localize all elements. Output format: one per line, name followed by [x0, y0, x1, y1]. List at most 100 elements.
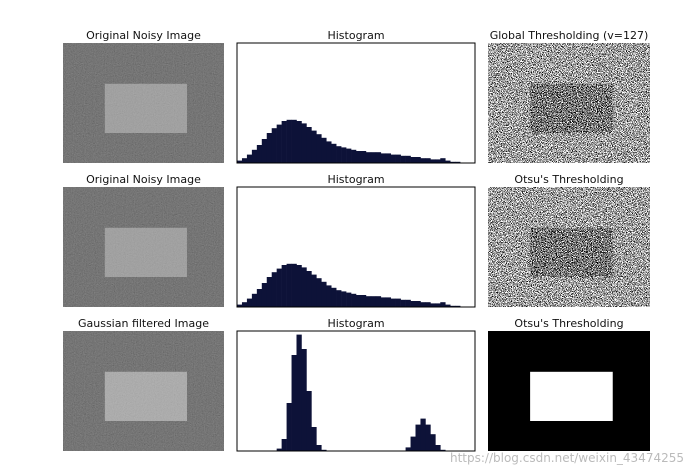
- histogram-bar: [281, 265, 287, 307]
- histogram-bar: [415, 424, 421, 451]
- histogram-bar: [286, 263, 292, 307]
- histogram-bar: [365, 152, 372, 163]
- histogram-bar: [395, 298, 401, 307]
- histogram-bar: [237, 304, 243, 307]
- histogram-bar: [261, 139, 268, 163]
- histogram-bar: [321, 449, 327, 451]
- histogram-bar: [410, 436, 416, 451]
- histogram-bar: [380, 153, 387, 163]
- image-noise: [104, 83, 187, 133]
- histogram-bar: [360, 151, 367, 163]
- panel-title: Histogram: [327, 29, 384, 42]
- histogram-bar: [246, 298, 253, 307]
- histogram-bar: [291, 355, 297, 451]
- histogram-bar: [251, 149, 258, 163]
- histogram-bar: [430, 159, 436, 163]
- histogram-bar: [440, 449, 446, 451]
- histogram-bar: [316, 134, 322, 163]
- histogram-bar: [311, 130, 317, 163]
- histogram-bar: [341, 147, 347, 163]
- histogram-bar: [356, 151, 362, 163]
- histogram-bar: [430, 434, 436, 451]
- histogram-bar: [370, 152, 377, 163]
- panel-title: Global Thresholding (v=127): [490, 29, 649, 42]
- histogram-bar: [296, 121, 302, 163]
- histogram-bar: [266, 277, 273, 307]
- image-noise: [104, 371, 187, 421]
- histogram-bar: [301, 123, 307, 163]
- histogram-bar: [291, 263, 297, 307]
- panel-title: Original Noisy Image: [86, 29, 201, 42]
- histogram-bar: [375, 296, 382, 307]
- plot-frame: [236, 42, 476, 164]
- histogram-bar: [256, 289, 263, 307]
- histogram-bar: [455, 161, 461, 163]
- histogram-bar: [296, 265, 302, 307]
- histogram-bar: [321, 137, 327, 163]
- histogram-bar: [351, 149, 357, 163]
- histogram-bar: [306, 271, 312, 307]
- panel-title: Gaussian filtered Image: [78, 317, 209, 330]
- histogram-bar: [405, 447, 411, 451]
- histogram-bar: [380, 297, 387, 307]
- histogram-bar: [425, 424, 431, 451]
- histogram-bar: [395, 154, 401, 163]
- histogram-bar: [450, 305, 456, 307]
- histogram-bar: [326, 285, 332, 307]
- histogram-bar: [331, 287, 337, 307]
- histogram-bar: [241, 302, 248, 307]
- histogram-bar: [425, 302, 431, 307]
- image-speckle: [530, 83, 613, 133]
- image-square: [530, 371, 613, 421]
- histogram-bar: [336, 146, 342, 163]
- histogram-bar: [450, 161, 456, 163]
- image-noise: [104, 227, 187, 277]
- histogram-bar: [435, 445, 441, 451]
- histogram-bar: [420, 302, 426, 307]
- panel-title: Otsu's Thresholding: [514, 317, 623, 330]
- histogram-bar: [415, 157, 421, 163]
- histogram-bar: [291, 119, 297, 163]
- histogram-bar: [261, 283, 268, 307]
- histogram-bar: [445, 160, 451, 163]
- histogram-bar: [286, 119, 292, 163]
- histogram-bar: [301, 349, 307, 451]
- histogram-bar: [246, 154, 253, 163]
- histogram-bar: [281, 121, 287, 163]
- plot-frame: [236, 186, 476, 308]
- histogram-bar: [301, 267, 307, 307]
- histogram-bar: [400, 155, 406, 163]
- histogram-bar: [415, 301, 421, 307]
- histogram-bar: [321, 281, 327, 307]
- histogram-bar: [271, 128, 277, 163]
- histogram-bar: [365, 296, 372, 307]
- histogram-bar: [276, 268, 282, 307]
- histogram-bar: [237, 160, 243, 163]
- plot-background: [237, 331, 475, 451]
- histogram-bar: [410, 301, 416, 307]
- histogram-bar: [440, 158, 446, 163]
- histogram-bar: [400, 299, 406, 307]
- histogram-bar: [311, 427, 317, 451]
- histogram-bar: [435, 303, 441, 307]
- histogram-bar: [430, 303, 436, 307]
- histogram-bar: [316, 278, 322, 307]
- histogram-bar: [326, 141, 332, 163]
- histogram-bar: [266, 133, 273, 163]
- histogram-bar: [346, 148, 352, 163]
- histogram-bar: [390, 298, 396, 307]
- histogram-bar: [306, 391, 312, 451]
- histogram-bar: [445, 304, 451, 307]
- panel-title: Otsu's Thresholding: [514, 173, 623, 186]
- panel-title: Histogram: [327, 317, 384, 330]
- histogram-bar: [256, 145, 263, 163]
- histogram-bar: [440, 302, 446, 307]
- histogram-bar: [375, 152, 382, 163]
- histogram-bar: [420, 158, 426, 163]
- histogram-bar: [241, 158, 248, 163]
- histogram-bar: [385, 297, 392, 307]
- histogram-bar: [251, 293, 258, 307]
- histogram-bar: [276, 448, 282, 451]
- histogram-bar: [346, 292, 352, 307]
- histogram-bar: [390, 154, 396, 163]
